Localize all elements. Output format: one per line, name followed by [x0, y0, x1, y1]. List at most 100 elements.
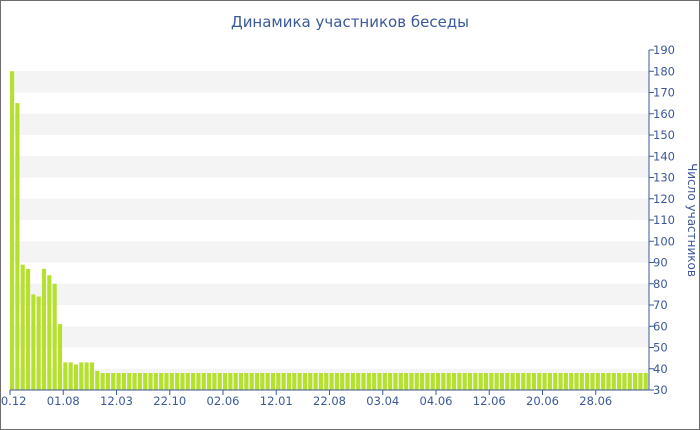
bar — [563, 373, 568, 390]
bar — [73, 364, 79, 390]
bar — [611, 373, 616, 390]
grid-band — [10, 198, 649, 220]
bar — [207, 373, 212, 390]
bar — [377, 373, 382, 390]
chart-title: Динамика участников беседы — [230, 13, 470, 31]
bar — [436, 373, 441, 390]
bar — [89, 362, 95, 391]
y-tick-label: 80 — [653, 277, 668, 291]
bar — [175, 373, 180, 390]
bar — [15, 103, 20, 391]
bar — [302, 373, 308, 390]
bar — [627, 373, 632, 390]
bar — [558, 373, 563, 390]
y-tick-label: 40 — [653, 362, 668, 376]
bar — [542, 373, 547, 390]
bar — [169, 373, 174, 390]
bar — [212, 373, 217, 390]
bar — [622, 373, 627, 390]
x-tick-label: 22.08 — [313, 394, 346, 408]
bar — [116, 373, 121, 390]
bar — [478, 373, 483, 390]
y-tick-label: 160 — [653, 107, 675, 121]
bar — [137, 373, 142, 390]
bar — [249, 373, 254, 390]
grid-band — [10, 241, 649, 263]
bar — [414, 373, 419, 390]
background-bands — [10, 71, 649, 390]
bar — [217, 373, 222, 390]
bar — [10, 71, 15, 390]
x-tick-label: 01.08 — [47, 394, 80, 408]
grid-band — [10, 326, 649, 348]
bar — [457, 373, 462, 390]
bar — [382, 373, 387, 390]
bar — [553, 373, 558, 390]
bar — [297, 373, 302, 390]
grid-band — [10, 283, 649, 305]
bar — [201, 373, 206, 390]
bar — [143, 373, 148, 390]
bar — [286, 373, 292, 390]
bar — [547, 373, 552, 390]
bar — [111, 373, 116, 390]
bar — [601, 373, 606, 390]
bar — [281, 373, 286, 390]
bar — [47, 275, 52, 390]
bar — [84, 362, 89, 391]
bar — [25, 268, 31, 391]
bar — [574, 373, 579, 390]
bar — [254, 373, 260, 390]
bar — [52, 283, 57, 390]
bar — [20, 264, 25, 391]
bar — [446, 373, 451, 390]
y-tick-label: 100 — [653, 234, 675, 248]
bar — [95, 370, 100, 391]
bar — [79, 362, 84, 391]
x-tick-label: 12.06 — [473, 394, 506, 408]
bar — [451, 373, 457, 390]
bar — [100, 373, 105, 390]
bar — [308, 373, 313, 390]
bar — [537, 373, 542, 390]
bar — [462, 373, 467, 390]
bar — [579, 373, 584, 390]
bar — [638, 373, 643, 390]
bar — [467, 373, 473, 390]
bar — [606, 373, 611, 390]
bar — [292, 373, 297, 390]
bar — [521, 373, 526, 390]
bar — [276, 373, 281, 390]
grid-band — [10, 156, 649, 178]
bar — [148, 373, 153, 390]
bar — [36, 296, 41, 390]
bar — [260, 373, 265, 390]
y-tick-label: 190 — [653, 43, 675, 57]
y-tick-label: 150 — [653, 128, 675, 142]
bar — [223, 373, 228, 390]
y-tick-label: 110 — [653, 213, 675, 227]
bar — [180, 373, 185, 390]
y-axis-ticks: 30 40 50 60 70 80 90 100 110 120 130 140 150 160 170 18… — [648, 43, 675, 397]
bar — [393, 373, 398, 390]
bar — [356, 373, 361, 390]
bar — [329, 373, 334, 390]
bar — [569, 373, 574, 390]
x-tick-label: 28.06 — [579, 394, 612, 408]
bar — [318, 373, 323, 390]
bar — [515, 373, 521, 390]
bar — [238, 373, 244, 390]
y-tick-label: 180 — [653, 64, 675, 78]
bar — [510, 373, 515, 390]
bar — [41, 268, 47, 391]
bar — [31, 294, 36, 391]
y-tick-label: 120 — [653, 192, 675, 206]
bar — [388, 373, 393, 390]
bar — [441, 373, 446, 390]
bar — [398, 373, 403, 390]
bar — [228, 373, 233, 390]
bar — [164, 373, 169, 390]
x-tick-label: 12.03 — [100, 394, 133, 408]
bar — [350, 373, 355, 390]
